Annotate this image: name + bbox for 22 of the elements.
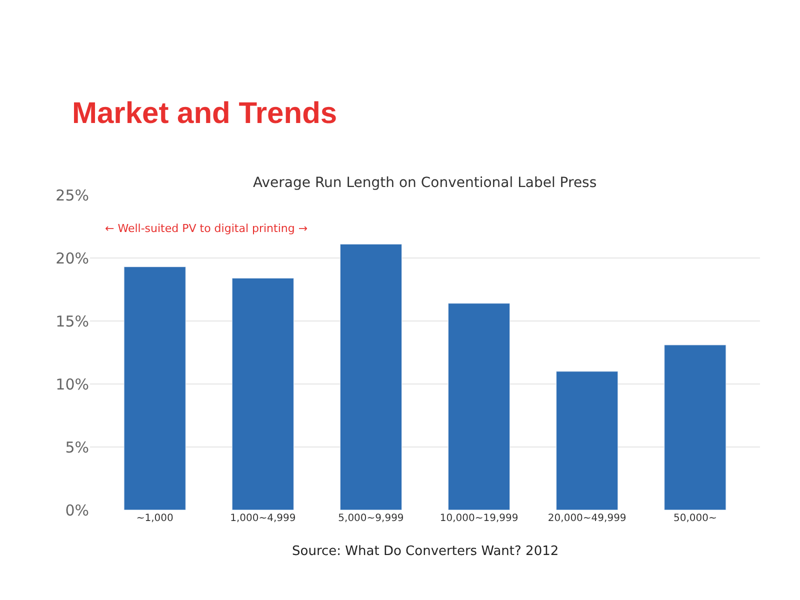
x-tick-label: ~1,000	[136, 513, 174, 524]
y-tick-label: 20%	[56, 249, 89, 268]
chart-subtitle: Average Run Length on Conventional Label Press	[253, 175, 597, 191]
y-tick-label: 10%	[56, 375, 89, 394]
bar	[448, 303, 510, 510]
source-note: Source: What Do Converters Want? 2012	[292, 544, 559, 559]
x-tick-label: 5,000~9,999	[338, 513, 404, 524]
bar	[340, 244, 402, 510]
chart-title: Market and Trends	[72, 97, 338, 130]
bar	[232, 278, 294, 510]
x-tick-label: 20,000~49,999	[548, 513, 626, 524]
x-tick-label: 10,000~19,999	[440, 513, 518, 524]
y-tick-label: 0%	[65, 501, 89, 520]
bar	[556, 371, 618, 510]
y-tick-label: 5%	[65, 438, 89, 456]
y-tick-label: 15%	[56, 312, 89, 330]
x-tick-label: 50,000~	[673, 513, 717, 524]
y-tick-label: 25%	[56, 186, 89, 204]
bar	[664, 344, 726, 510]
annotation: ← Well-suited PV to digital printing →	[105, 222, 308, 235]
x-tick-label: 1,000~4,999	[230, 513, 296, 524]
bar	[124, 266, 186, 510]
